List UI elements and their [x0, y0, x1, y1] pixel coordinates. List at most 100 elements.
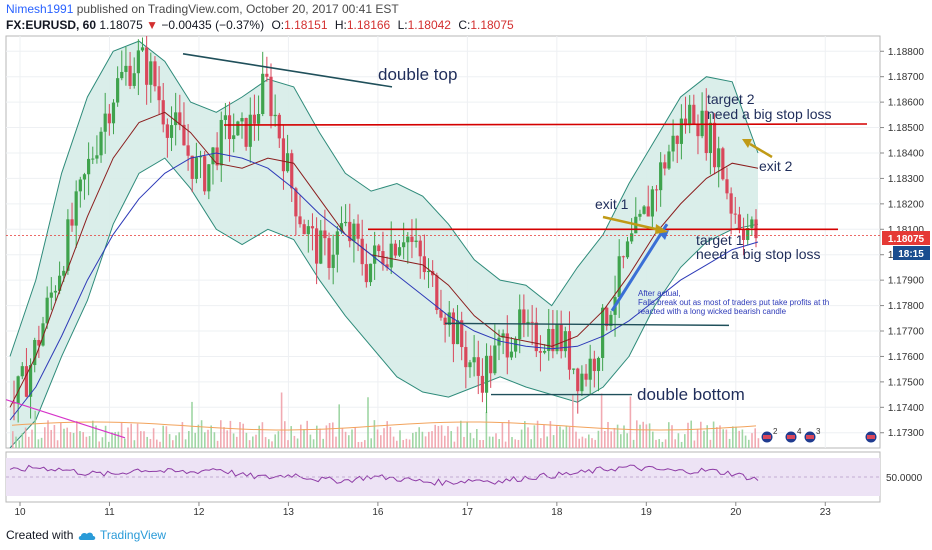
candle-body [414, 240, 418, 242]
candle-body [240, 118, 244, 122]
tradingview-logo[interactable]: TradingView [78, 528, 166, 542]
price-axis[interactable]: 1.18800 1.18700 1.18600 1.18500 1.18400 1.183… [880, 47, 924, 439]
candle-body [393, 243, 397, 256]
volume-bar [623, 425, 625, 448]
symbol-label[interactable]: FX:EURUSD, 60 [6, 18, 97, 32]
volume-bar [56, 440, 59, 448]
candle-body [211, 147, 215, 165]
price-tick-label: 1.17600 [888, 352, 925, 363]
volume-bar [133, 440, 136, 448]
candle-body [120, 71, 124, 79]
volume-bar [466, 422, 468, 448]
volume-bar [194, 432, 196, 448]
volume-bar [524, 421, 526, 448]
volume-bar [364, 440, 366, 448]
price-chart[interactable]: double top double bottom target 2 need a… [0, 0, 932, 518]
volume-bar [431, 431, 433, 448]
candle-body [567, 331, 572, 370]
candle-body [725, 179, 729, 194]
event-flag-stripe [867, 435, 875, 439]
candle-body [406, 236, 410, 243]
candle-body [236, 121, 240, 136]
volume-bar [594, 439, 596, 448]
volume-bar [248, 440, 251, 448]
candle-body [91, 158, 95, 160]
candle-body [244, 118, 248, 147]
volume-bar [92, 420, 94, 448]
volume-bar [536, 420, 539, 448]
volume-bar [639, 424, 641, 448]
candle-body [679, 118, 683, 144]
candle-body [344, 221, 348, 224]
economic-events[interactable]: 2 4 3 [760, 427, 878, 444]
volume-bar [239, 422, 241, 448]
volume-bar [687, 422, 689, 448]
volume-bar [613, 427, 616, 448]
volume-bar [149, 438, 152, 448]
volume-bar [293, 435, 296, 448]
candle-body [57, 275, 62, 291]
volume-bar [402, 440, 404, 448]
time-axis[interactable]: 10 11 12 13 16 17 18 19 20 23 [14, 502, 831, 518]
volume-bar [735, 426, 737, 448]
volume-bar [562, 429, 564, 448]
high-value: 1.18166 [346, 18, 391, 32]
volume-bar [498, 439, 500, 448]
volume-bar [664, 439, 667, 448]
volume-bar [440, 425, 443, 448]
author-link[interactable]: Nimesh1991 [6, 2, 74, 16]
price-tick-label: 1.17400 [888, 403, 925, 414]
volume-bar [319, 428, 321, 448]
volume-bar [652, 431, 654, 448]
volume-bar [120, 422, 123, 448]
volume-bar [556, 425, 558, 448]
volume-bar [223, 427, 225, 448]
double-bottom-label: double bottom [637, 385, 745, 404]
volume-bar [610, 431, 612, 448]
volume-bar [741, 429, 744, 448]
candle-body [576, 368, 580, 392]
volume-bar [591, 438, 593, 448]
volume-bar [34, 410, 36, 448]
candle-body [750, 219, 754, 228]
candle-body [402, 242, 406, 248]
volume-bar [28, 436, 30, 448]
time-tick-label: 10 [14, 507, 26, 518]
volume-bar [757, 438, 760, 448]
volume-bar [469, 432, 472, 448]
volume-bar [117, 431, 120, 448]
candle-body [530, 321, 534, 323]
candle-body [418, 240, 422, 257]
volume-bar [716, 427, 718, 448]
candle-body [605, 307, 609, 326]
volume-bar [306, 420, 308, 448]
volume-bar [322, 438, 324, 448]
target2-note: need a big stop loss [707, 106, 832, 122]
candles [12, 36, 758, 423]
volume-bar [207, 429, 209, 448]
volume-bar [460, 420, 462, 448]
volume-bar [300, 424, 302, 448]
volume-bar [101, 437, 104, 448]
candle-body [630, 233, 634, 242]
volume-bar [24, 427, 27, 448]
volume-bar [552, 435, 555, 448]
volume-bar [751, 433, 753, 448]
candle-body [252, 114, 257, 124]
volume-bar [236, 436, 238, 448]
volume-bar [645, 424, 648, 448]
candle-body [493, 345, 497, 374]
volume-bar [284, 421, 286, 448]
volume-bar [226, 430, 228, 448]
candle-body [20, 366, 24, 377]
volume-bar [50, 429, 52, 448]
published-text: published on TradingView.com, October 20… [76, 2, 399, 16]
candle-body [302, 224, 306, 235]
volume-bar [85, 436, 88, 448]
candle-body [140, 47, 145, 51]
volume-bar [600, 393, 603, 448]
candle-body [580, 373, 584, 392]
volume-bar [31, 429, 33, 448]
volume-bar [517, 439, 520, 448]
candle-body [215, 147, 219, 166]
